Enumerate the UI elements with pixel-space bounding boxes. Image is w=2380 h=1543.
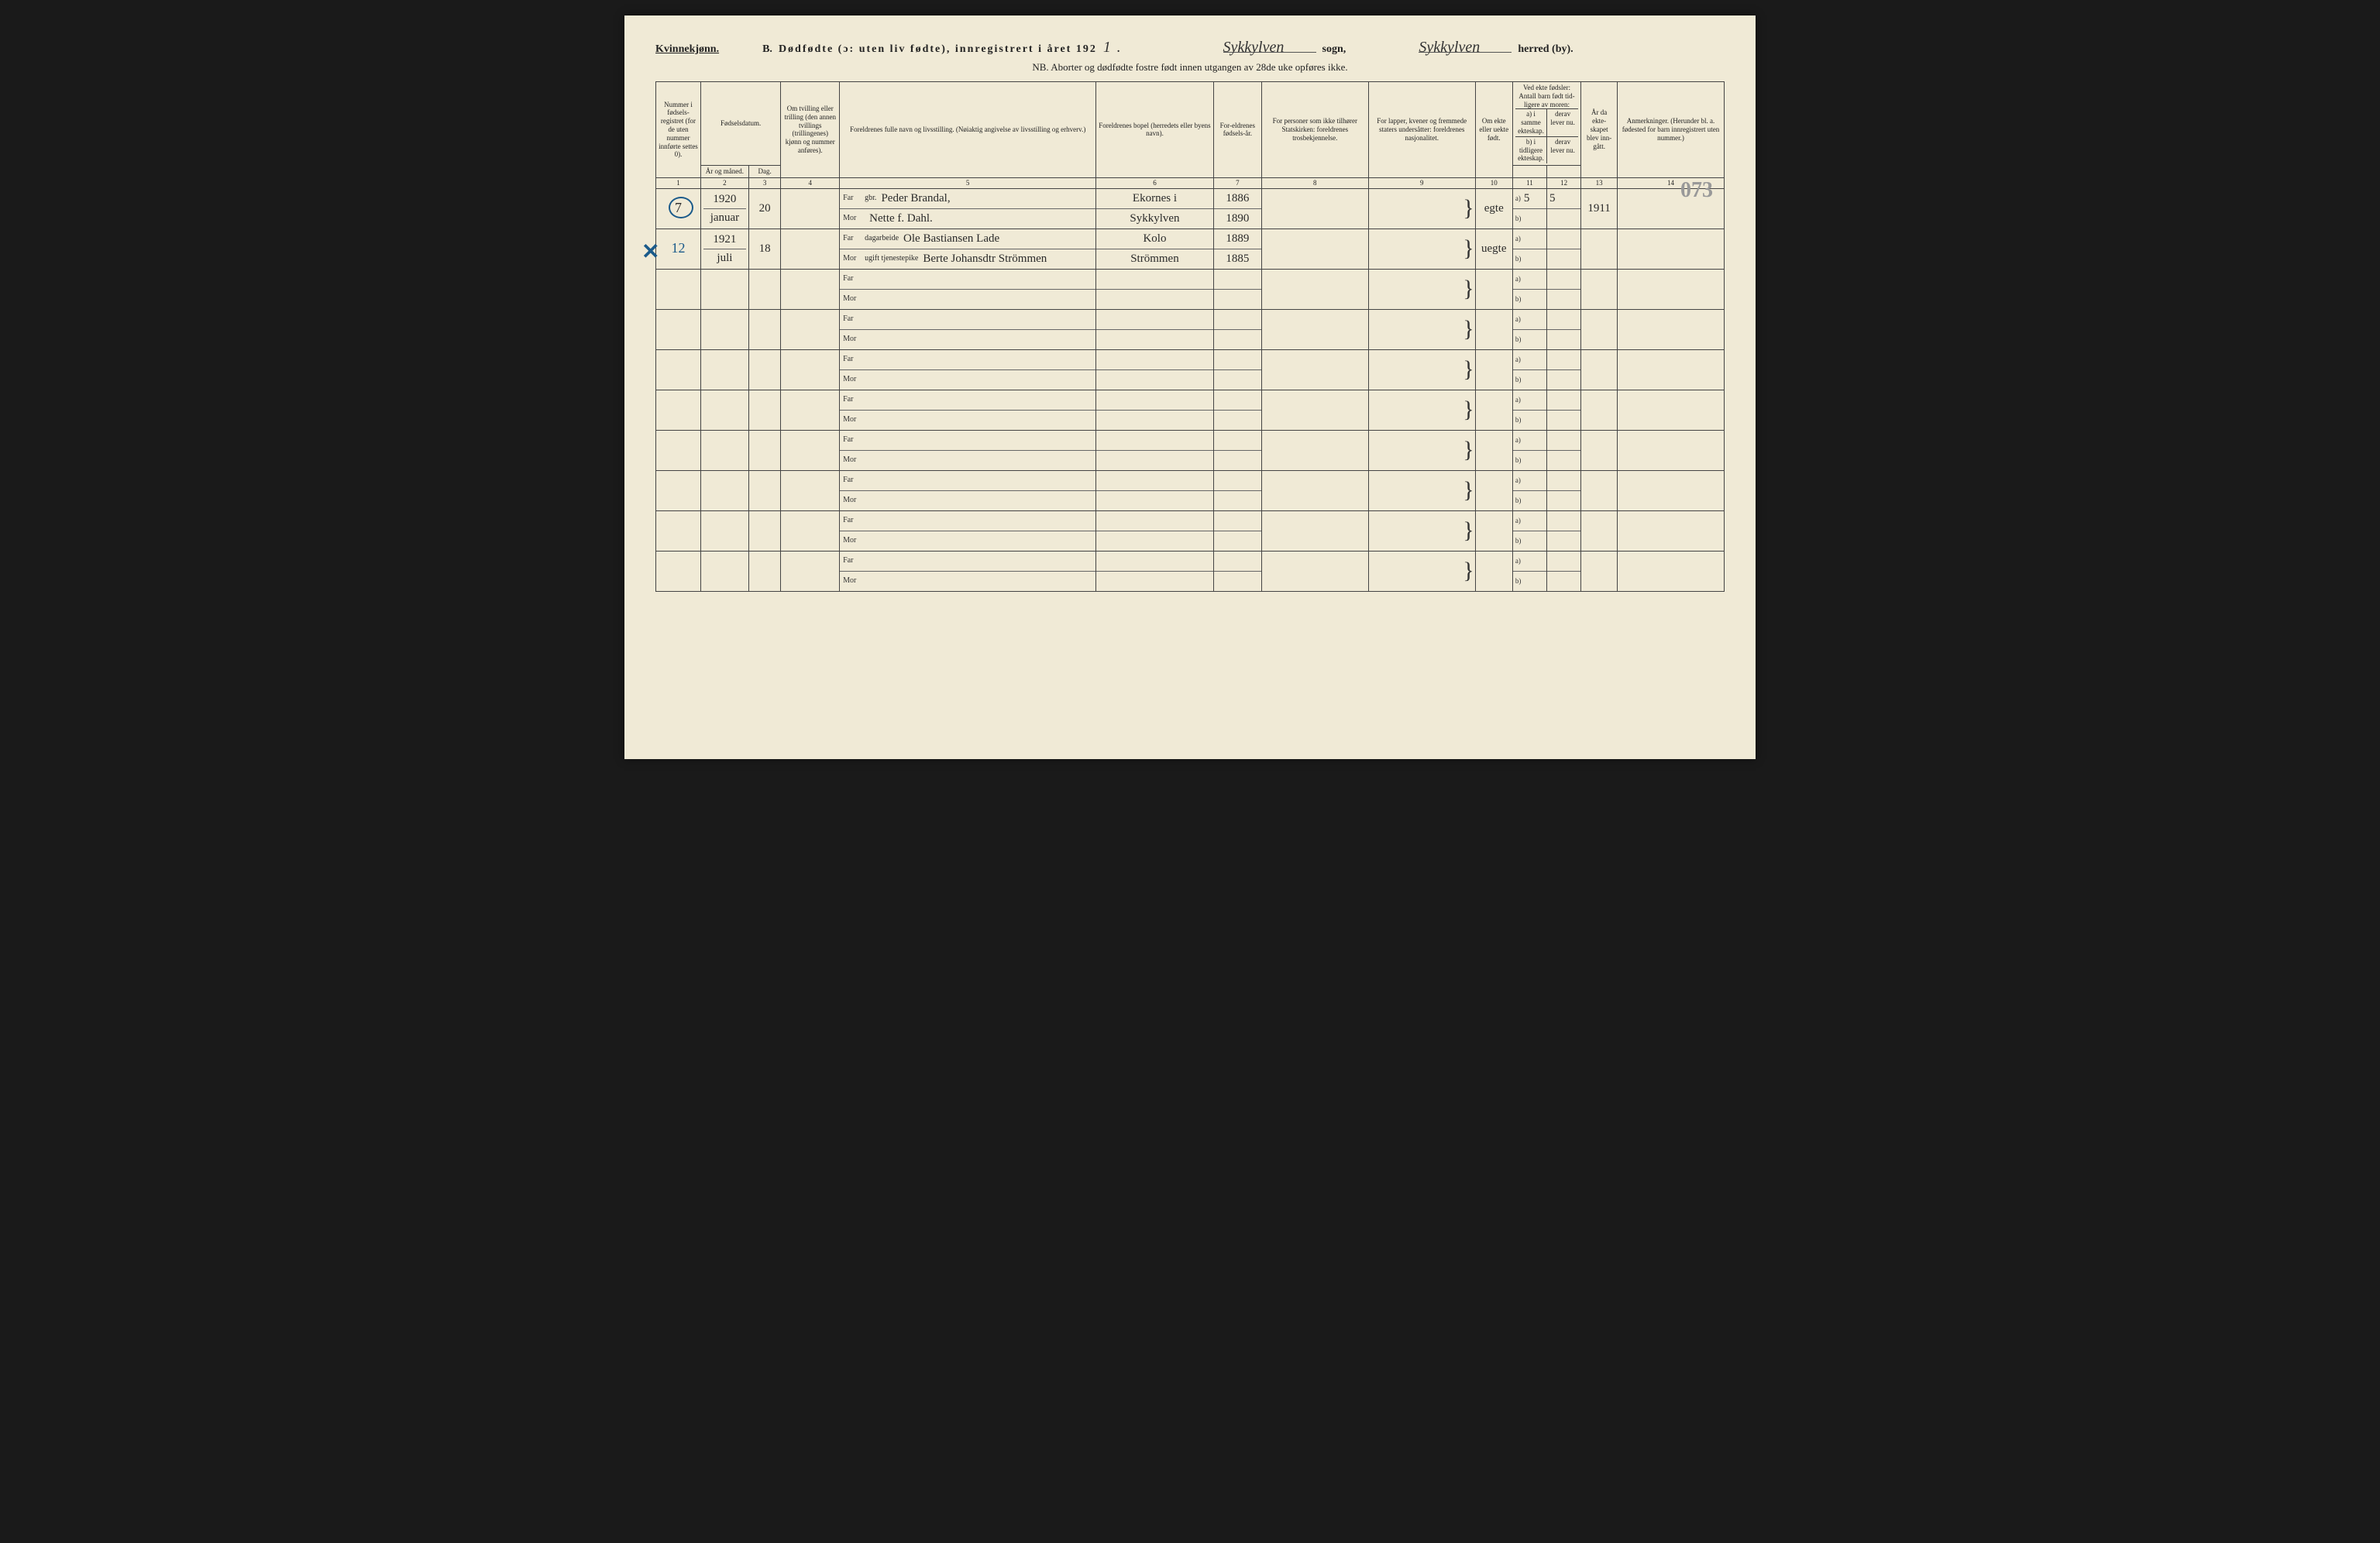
nb-note: NB. Aborter og dødfødte fostre født inne… [655, 61, 1725, 74]
sogn-label: sogn, [1322, 43, 1346, 56]
colnum-8: 8 [1261, 177, 1368, 188]
header-row-1: Kvinnekjønn. B. Dødfødte (ɔ: uten liv fø… [655, 39, 1725, 57]
col-1-header: Nummer i fødsels-registret (for de uten … [656, 82, 701, 178]
colnum-13: 13 [1581, 177, 1618, 188]
col-2-3-group: Fødselsdatum. [700, 82, 780, 166]
colnum-9: 9 [1368, 177, 1475, 188]
col-9-header: For lapper, kvener og fremmede staters u… [1368, 82, 1475, 178]
col-4-header: Om tvilling eller trilling (den annen tv… [781, 82, 840, 178]
col-7-header: For-eldrenes fødsels-år. [1213, 82, 1261, 178]
table-head: Nummer i fødsels-registret (for de uten … [656, 82, 1725, 189]
colnum-11: 11 [1512, 177, 1546, 188]
table-row: FarMor}a)b) [656, 510, 1725, 551]
col-14-header: Anmerkninger. (Herunder bl. a. fødested … [1618, 82, 1725, 178]
table-row: FarMor}a)b) [656, 390, 1725, 430]
colnum-1: 1 [656, 177, 701, 188]
col-13-header: År da ekte-skapet blev inn-gått. [1581, 82, 1618, 178]
gender-label: Kvinnekjønn. [655, 43, 719, 56]
colnum-2: 2 [700, 177, 748, 188]
blue-x-mark: ✕ [641, 239, 659, 265]
colnum-5: 5 [840, 177, 1096, 188]
herred-value: Sykkylven [1419, 39, 1512, 53]
colnum-7: 7 [1213, 177, 1261, 188]
col-5-header: Foreldrenes fulle navn og livsstilling. … [840, 82, 1096, 178]
table-row: FarMor}a)b) [656, 430, 1725, 470]
col-10-header: Om ekte eller uekte født. [1475, 82, 1512, 178]
colnum-3: 3 [748, 177, 780, 188]
table-row: FarMor}a)b) [656, 269, 1725, 309]
colnum-10: 10 [1475, 177, 1512, 188]
column-number-row: 1234567891011121314 [656, 177, 1725, 188]
title-main: Dødfødte (ɔ: uten liv fødte), innregistr… [779, 43, 1097, 56]
register-page: Kvinnekjønn. B. Dødfødte (ɔ: uten liv fø… [624, 15, 1756, 759]
col-3-header: Dag. [748, 166, 780, 178]
table-row: 71920januar20Fargbr.Peder Brandal,MorNet… [656, 188, 1725, 229]
col-8-header: For personer som ikke tilhører Statskirk… [1261, 82, 1368, 178]
table-body: 71920januar20Fargbr.Peder Brandal,MorNet… [656, 188, 1725, 591]
colnum-6: 6 [1096, 177, 1214, 188]
table-row: FarMor}a)b) [656, 349, 1725, 390]
col-11-sub [1512, 166, 1546, 178]
herred-label: herred (by). [1518, 43, 1573, 56]
table-row: 121921juli18FardagarbeideOle Bastiansen … [656, 229, 1725, 269]
section-letter: B. [762, 43, 772, 56]
table-row: FarMor}a)b) [656, 470, 1725, 510]
col-12-sub [1547, 166, 1581, 178]
col-6-header: Foreldrenes bopel (herredets eller byens… [1096, 82, 1214, 178]
sogn-value: Sykkylven [1223, 39, 1316, 53]
colnum-12: 12 [1547, 177, 1581, 188]
register-table: Nummer i fødsels-registret (for de uten … [655, 81, 1725, 592]
colnum-4: 4 [781, 177, 840, 188]
page-number: 073 [1680, 178, 1713, 203]
year-digit: 1 [1103, 39, 1111, 57]
col-11-12-group: Ved ekte fødsler: Antall barn født tid-l… [1512, 82, 1580, 166]
table-row: FarMor}a)b) [656, 309, 1725, 349]
col-2-header: År og måned. [700, 166, 748, 178]
table-row: FarMor}a)b) [656, 551, 1725, 591]
